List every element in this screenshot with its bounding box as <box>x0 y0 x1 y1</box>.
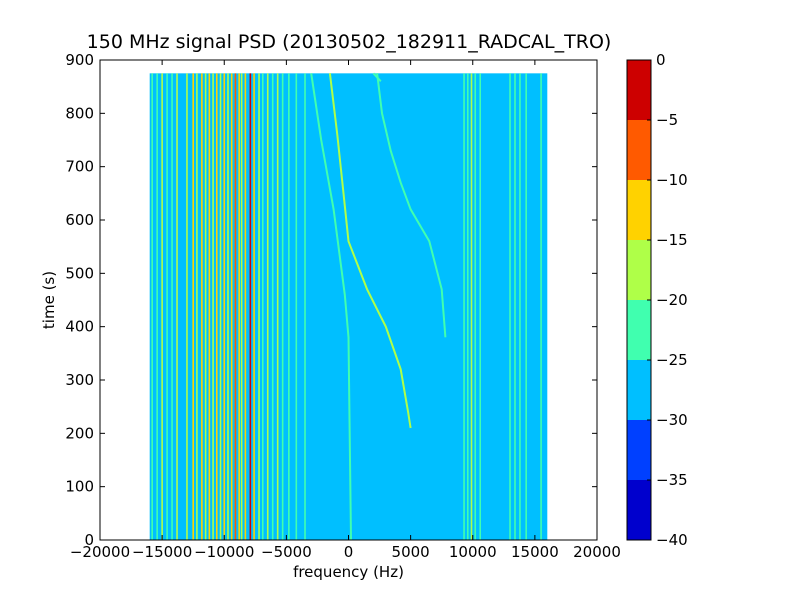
y-tick-label: 500 <box>65 264 94 282</box>
colorbar-segment <box>627 240 651 300</box>
x-tick-label: −20000 <box>70 543 130 561</box>
x-axis-ticks: −20000 −15000 −10000 −5000 0 5000 10000 15000 20… <box>70 60 621 561</box>
colorbar-segment <box>627 120 651 180</box>
x-tick-label: 15000 <box>511 543 559 561</box>
plot-frame <box>99 59 598 541</box>
y-axis-label: time (s) <box>40 271 58 329</box>
x-tick-label: 20000 <box>573 543 621 561</box>
y-tick-label: 900 <box>65 51 94 69</box>
y-axis-ticks: 0 100 200 300 400 500 600 700 800 900 <box>65 51 597 549</box>
y-tick-label: 300 <box>65 371 94 389</box>
colorbar-tick-label: −35 <box>656 471 688 489</box>
colorbar-segment <box>627 480 651 540</box>
x-tick-label: 5000 <box>392 543 430 561</box>
y-tick-label: 0 <box>84 531 94 549</box>
drifting-signal-track <box>328 73 412 429</box>
colorbar-tick-label: −20 <box>656 291 688 309</box>
colorbar-segment <box>627 420 651 480</box>
colorbar-tick-label: −25 <box>656 351 688 369</box>
colorbar-segment <box>627 180 651 240</box>
y-tick-label: 800 <box>65 104 94 122</box>
x-tick-label: 0 <box>344 543 354 561</box>
y-tick-label: 100 <box>65 478 94 496</box>
y-tick-label: 400 <box>65 318 94 336</box>
colorbar-tick-label: −30 <box>656 411 688 429</box>
colorbar-tick-label: −40 <box>656 531 688 549</box>
chart-title: 150 MHz signal PSD (20130502_182911_RADC… <box>87 31 612 53</box>
colorbar-tick-label: −5 <box>656 111 678 129</box>
heatmap-background <box>149 73 548 540</box>
colorbar-segment <box>627 60 651 120</box>
x-tick-label: −15000 <box>132 543 192 561</box>
colorbar-tick-label: 0 <box>656 51 666 69</box>
x-tick-label: 10000 <box>449 543 497 561</box>
y-tick-label: 200 <box>65 424 94 442</box>
colorbar-tick-label: −10 <box>656 171 688 189</box>
colorbar-segment <box>627 300 651 360</box>
spectrogram-heatmap <box>149 72 548 540</box>
drifting-signal-track <box>310 73 352 540</box>
colorbar <box>627 60 651 540</box>
x-axis-label: frequency (Hz) <box>293 563 404 581</box>
colorbar-tick-label: −15 <box>656 231 688 249</box>
y-tick-label: 600 <box>65 211 94 229</box>
y-tick-label: 700 <box>65 158 94 176</box>
x-tick-label: −5000 <box>261 543 312 561</box>
colorbar-segment <box>627 360 651 420</box>
x-tick-label: −10000 <box>194 543 254 561</box>
colorbar-ticks: −40 −35 −30 −25 −20 −15 −10 −5 0 <box>647 51 688 549</box>
drifting-signal-track <box>372 72 382 82</box>
drifting-signal-track <box>376 73 447 338</box>
